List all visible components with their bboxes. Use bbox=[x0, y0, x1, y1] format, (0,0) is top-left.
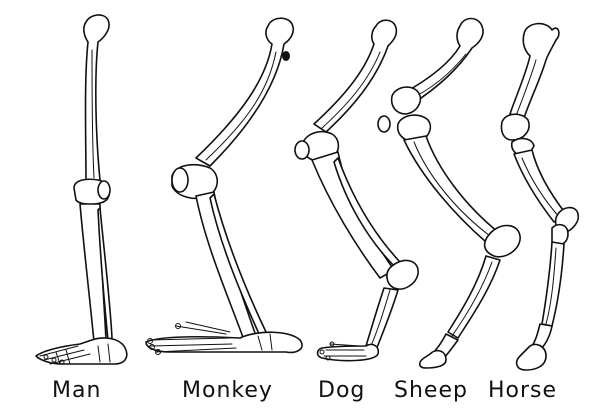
label-monkey: Monkey bbox=[182, 378, 273, 403]
label-horse: Horse bbox=[488, 378, 558, 403]
monkey-leg-skeleton bbox=[145, 17, 303, 355]
label-man: Man bbox=[52, 378, 102, 403]
label-dog: Dog bbox=[318, 378, 366, 403]
horse-leg-skeleton bbox=[500, 22, 580, 371]
dog-leg-skeleton bbox=[294, 19, 419, 362]
sheep-leg-skeleton bbox=[377, 17, 521, 369]
man-leg-skeleton bbox=[35, 14, 128, 365]
label-sheep: Sheep bbox=[394, 378, 468, 403]
